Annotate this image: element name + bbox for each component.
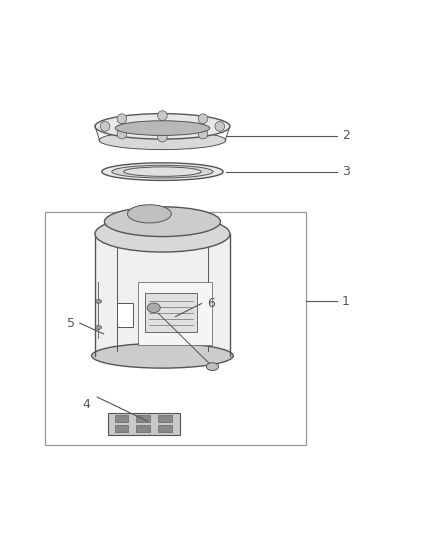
Bar [136, 425, 150, 432]
Ellipse shape [117, 114, 127, 124]
Ellipse shape [198, 114, 208, 124]
Bar [45, 212, 306, 445]
Ellipse shape [100, 122, 110, 131]
Bar [95, 234, 230, 356]
Text: 2: 2 [342, 130, 350, 142]
Bar [158, 425, 172, 432]
Ellipse shape [99, 131, 226, 150]
Ellipse shape [158, 132, 167, 142]
Ellipse shape [95, 114, 230, 139]
Text: 3: 3 [342, 165, 350, 178]
Text: 5: 5 [67, 317, 74, 329]
Text: 6: 6 [207, 297, 215, 310]
Ellipse shape [95, 216, 230, 252]
Ellipse shape [117, 129, 127, 139]
Bar [108, 413, 180, 435]
Bar [145, 293, 197, 332]
Ellipse shape [102, 163, 223, 181]
Ellipse shape [95, 326, 102, 329]
Bar [158, 415, 172, 422]
Ellipse shape [104, 207, 220, 237]
Bar [115, 415, 128, 422]
Ellipse shape [95, 300, 102, 303]
Bar [115, 425, 128, 432]
Ellipse shape [127, 205, 171, 223]
Ellipse shape [215, 122, 225, 131]
Ellipse shape [158, 111, 167, 120]
Ellipse shape [198, 129, 208, 139]
Ellipse shape [124, 167, 201, 176]
Text: 1: 1 [342, 295, 350, 308]
Ellipse shape [206, 362, 219, 370]
Text: 4: 4 [83, 398, 91, 411]
Bar [117, 303, 133, 327]
Bar [138, 282, 212, 345]
Ellipse shape [92, 343, 233, 368]
Ellipse shape [147, 303, 160, 313]
Bar [192, 303, 208, 327]
Ellipse shape [115, 121, 210, 135]
Ellipse shape [112, 165, 213, 178]
Bar [136, 415, 150, 422]
